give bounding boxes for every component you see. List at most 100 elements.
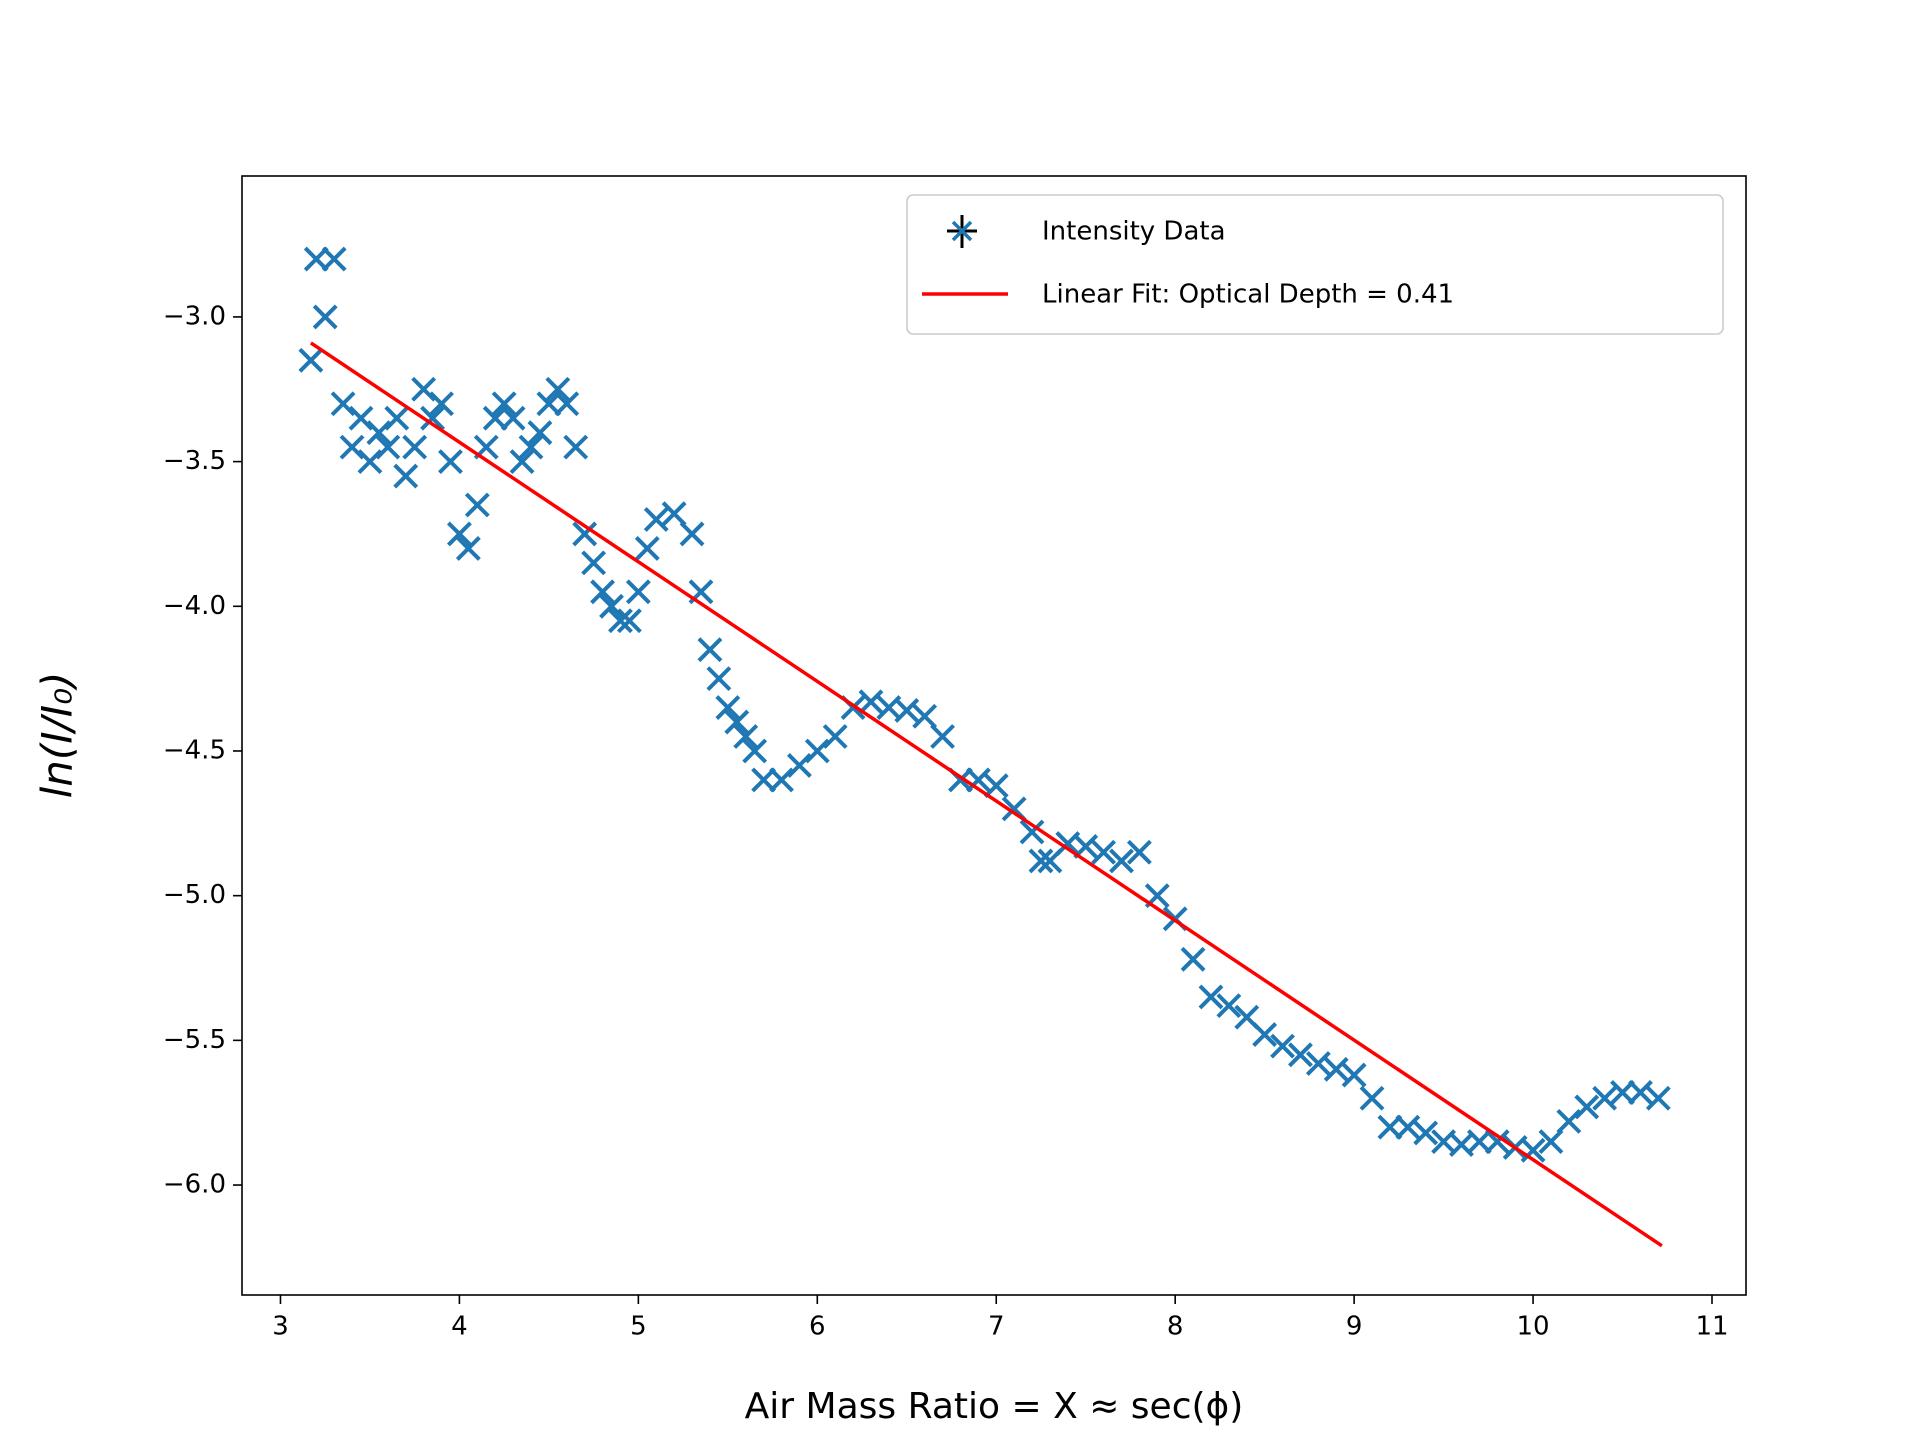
data-point	[545, 376, 571, 402]
data-point	[1019, 819, 1045, 845]
data-point	[1538, 1129, 1564, 1155]
data-point	[1574, 1094, 1600, 1120]
y-tick-label: −3.0	[163, 301, 226, 331]
data-point	[697, 637, 723, 663]
data-point	[1484, 1129, 1510, 1155]
data-point	[786, 753, 812, 778]
data-point	[1270, 1033, 1295, 1059]
data-point	[446, 521, 472, 547]
data-point	[402, 434, 428, 460]
data-point	[518, 434, 544, 460]
data-point	[715, 695, 741, 720]
x-tick-label: 11	[1695, 1312, 1728, 1342]
data-point	[706, 666, 732, 692]
data-point	[303, 246, 329, 272]
data-point	[1126, 839, 1152, 865]
data-point	[384, 405, 410, 431]
data-point	[464, 492, 490, 518]
x-axis-label: Air Mass Ratio = X ≈ sec(ϕ)	[745, 1386, 1244, 1427]
data-point	[1556, 1108, 1582, 1134]
legend-label: Linear Fit: Optical Depth = 0.41	[1042, 280, 1454, 310]
data-point	[455, 536, 481, 561]
data-point	[742, 738, 768, 764]
x-tick-label: 8	[1167, 1312, 1184, 1342]
data-point	[965, 767, 991, 793]
data-point	[643, 507, 669, 532]
data-point	[616, 608, 642, 634]
data-point	[1645, 1085, 1671, 1111]
data-point	[500, 405, 526, 431]
data-point	[1109, 848, 1134, 874]
data-point	[930, 724, 955, 749]
y-tick-label: −3.5	[163, 446, 226, 476]
data-point	[1341, 1062, 1367, 1088]
y-tick-label: −4.5	[163, 735, 226, 765]
x-tick-label: 7	[988, 1312, 1005, 1342]
y-axis-label: ln(I/I₀)	[33, 672, 82, 799]
legend-label: Intensity Data	[1042, 217, 1226, 247]
data-point	[894, 698, 920, 723]
data-point	[1028, 848, 1054, 874]
axes-frame	[241, 175, 1747, 1296]
data-point	[482, 405, 508, 431]
data-point	[438, 449, 463, 475]
data-point	[312, 304, 338, 330]
data-point	[751, 767, 777, 793]
data-point	[1216, 993, 1242, 1019]
data-point	[912, 703, 938, 729]
data-point	[509, 449, 535, 475]
x-tick-label: 5	[630, 1312, 647, 1342]
data-point	[733, 724, 759, 749]
data-point	[1091, 839, 1117, 865]
data-point	[1305, 1051, 1331, 1076]
data-point	[1359, 1085, 1385, 1111]
data-point	[804, 738, 830, 764]
data-point	[1610, 1080, 1635, 1105]
data-point	[393, 463, 419, 489]
legend-box	[906, 194, 1724, 335]
data-point	[527, 420, 553, 446]
data-point	[1413, 1120, 1439, 1146]
x-tick-label: 3	[272, 1312, 289, 1342]
plot-area	[298, 246, 1671, 1248]
legend: Intensity Data Linear Fit: Optical Depth…	[906, 194, 1724, 335]
data-point	[1466, 1129, 1492, 1155]
data-point	[724, 709, 750, 735]
data-point	[634, 536, 660, 561]
y-tick-label: −6.0	[163, 1170, 226, 1200]
data-point	[572, 521, 598, 547]
data-point	[375, 434, 401, 460]
data-point	[563, 434, 589, 460]
x-tick-label: 10	[1517, 1312, 1550, 1342]
data-point	[1628, 1080, 1653, 1105]
x-tick-label: 4	[451, 1312, 468, 1342]
data-point	[1288, 1042, 1313, 1068]
data-point	[357, 449, 383, 475]
data-point	[1520, 1137, 1546, 1163]
data-point	[1592, 1085, 1618, 1111]
data-point	[679, 521, 705, 547]
data-point	[321, 246, 347, 272]
data-point	[1198, 984, 1224, 1010]
fit-line	[309, 341, 1663, 1248]
data-point	[554, 391, 580, 417]
data-point	[411, 376, 437, 402]
data-point	[608, 608, 633, 634]
data-point	[581, 550, 607, 576]
data-point	[420, 405, 445, 431]
data-point	[858, 689, 884, 715]
data-point	[769, 767, 794, 793]
data-point	[536, 391, 562, 417]
data-point	[330, 391, 356, 417]
x-tick-label: 9	[1346, 1312, 1363, 1342]
y-tick-label: −5.5	[163, 1025, 226, 1055]
y-tick-label: −4.0	[163, 591, 226, 621]
data-point	[339, 434, 365, 460]
data-point	[625, 579, 651, 605]
x-tick-label: 6	[809, 1312, 826, 1342]
y-tick-label: −5.0	[163, 880, 226, 910]
data-point	[348, 405, 374, 431]
data-point	[491, 391, 517, 417]
data-point	[298, 347, 324, 373]
